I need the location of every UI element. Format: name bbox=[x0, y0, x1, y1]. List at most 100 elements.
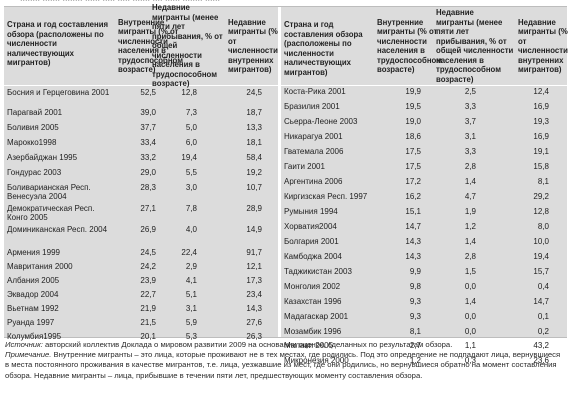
recent-share-cell: 43,2 bbox=[533, 341, 549, 350]
internal-migrants-cell: 19,9 bbox=[405, 87, 421, 96]
recent-share-cell: 15,7 bbox=[533, 267, 549, 276]
recent-migrants-cell: 2,5 bbox=[464, 87, 476, 96]
internal-migrants-cell: 33,2 bbox=[140, 153, 156, 162]
country-cell: Албания 2005 bbox=[7, 276, 60, 285]
recent-migrants-cell: 1,5 bbox=[464, 267, 476, 276]
internal-migrants-cell: 19,0 bbox=[405, 117, 421, 126]
internal-migrants-cell: 9,3 bbox=[409, 312, 421, 321]
internal-migrants-cell: 14,3 bbox=[405, 237, 421, 246]
country-cell: Камбоджа 2004 bbox=[284, 252, 342, 261]
country-cell: Аргентина 2006 bbox=[284, 177, 343, 186]
recent-share-cell: 14,9 bbox=[246, 225, 262, 234]
panel-divider bbox=[278, 7, 281, 337]
recent-migrants-cell: 5,0 bbox=[185, 123, 197, 132]
internal-migrants-cell: 15,1 bbox=[405, 207, 421, 216]
country-cell: Болгария 2001 bbox=[284, 237, 339, 246]
header-country: Страна и год составления обзора (располо… bbox=[7, 20, 109, 67]
country-cell: Азербайджан 1995 bbox=[7, 153, 78, 162]
recent-share-cell: 0,4 bbox=[537, 282, 549, 291]
internal-migrants-cell: 23,9 bbox=[140, 276, 156, 285]
internal-migrants-cell: 14,3 bbox=[405, 252, 421, 261]
internal-migrants-cell: 27,1 bbox=[140, 204, 156, 213]
country-cell: Монголия 2002 bbox=[284, 282, 341, 291]
header-internal-migrants: Внутренние мигранты (% от численности на… bbox=[118, 17, 183, 75]
recent-share-cell: 24,5 bbox=[246, 88, 262, 97]
internal-migrants-cell: 19,5 bbox=[405, 102, 421, 111]
country-cell: Сьерра-Леоне 2003 bbox=[284, 117, 358, 126]
recent-migrants-cell: 1,4 bbox=[464, 297, 476, 306]
country-cell: Таджикистан 2003 bbox=[284, 267, 352, 276]
country-cell: Босния и Герцеговина 2001 bbox=[7, 88, 110, 97]
internal-migrants-cell: 52,5 bbox=[140, 88, 156, 97]
country-cell: Демократическая Респ. Конго 2005 bbox=[7, 204, 95, 223]
table-body-left: Босния и Герцеговина 2001 52,5 12,8 24,5 Пар… bbox=[4, 86, 278, 341]
internal-migrants-cell: 17,5 bbox=[405, 147, 421, 156]
recent-share-cell: 18,1 bbox=[246, 138, 262, 147]
definition-note: Примечание. Внутренние мигранты – это ли… bbox=[5, 350, 565, 381]
recent-share-cell: 8,1 bbox=[537, 177, 549, 186]
country-cell: Хорватия2004 bbox=[284, 222, 337, 231]
internal-migrants-cell: 9,8 bbox=[409, 282, 421, 291]
recent-migrants-cell: 3,7 bbox=[464, 117, 476, 126]
recent-migrants-cell: 12,8 bbox=[181, 88, 197, 97]
recent-migrants-cell: 22,4 bbox=[181, 248, 197, 257]
recent-share-cell: 58,4 bbox=[246, 153, 262, 162]
recent-share-cell: 0,2 bbox=[537, 327, 549, 336]
header-recent-migrants: Недавние мигранты (менее пяти лет прибыв… bbox=[436, 8, 514, 84]
country-cell: Вьетнам 1992 bbox=[7, 304, 59, 313]
country-cell: Парагвай 2001 bbox=[7, 108, 63, 117]
note-label: Примечание. bbox=[5, 350, 52, 360]
recent-share-cell: 18,7 bbox=[246, 108, 262, 117]
internal-migrants-cell: 18,6 bbox=[405, 132, 421, 141]
recent-share-cell: 15,8 bbox=[533, 162, 549, 171]
recent-share-cell: 10,0 bbox=[533, 237, 549, 246]
internal-migrants-cell: 9,3 bbox=[409, 297, 421, 306]
recent-migrants-cell: 3,3 bbox=[464, 147, 476, 156]
country-cell: Гондурас 2003 bbox=[7, 168, 62, 177]
internal-migrants-cell: 20,1 bbox=[140, 332, 156, 341]
country-cell: Мадагаскар 2001 bbox=[284, 312, 349, 321]
internal-migrants-cell: 29,0 bbox=[140, 168, 156, 177]
country-cell: Коста-Рика 2001 bbox=[284, 87, 346, 96]
recent-share-cell: 19,1 bbox=[533, 147, 549, 156]
internal-migrants-cell: 8,1 bbox=[409, 327, 421, 336]
internal-migrants-cell: 21,9 bbox=[140, 304, 156, 313]
recent-migrants-cell: 6,0 bbox=[185, 138, 197, 147]
cut-off-title-text: ........ ....... ........ ...... ..... .… bbox=[20, 0, 220, 3]
recent-share-cell: 23,4 bbox=[246, 290, 262, 299]
internal-migrants-cell: 1,2 bbox=[409, 356, 421, 365]
recent-migrants-cell: 3,3 bbox=[464, 102, 476, 111]
country-cell: Мозамбик 1996 bbox=[284, 327, 342, 336]
internal-migrants-cell: 17,2 bbox=[405, 177, 421, 186]
table-header-left: Страна и год составления обзора (располо… bbox=[4, 3, 278, 88]
internal-migrants-cell: 26,9 bbox=[140, 225, 156, 234]
recent-migrants-cell: 1,4 bbox=[464, 237, 476, 246]
recent-share-cell: 12,4 bbox=[533, 87, 549, 96]
recent-share-cell: 13,3 bbox=[246, 123, 262, 132]
country-cell: Малави 2005 bbox=[284, 341, 334, 350]
recent-share-cell: 29,2 bbox=[533, 192, 549, 201]
header-internal-migrants: Внутренние мигранты (% от численности на… bbox=[377, 17, 442, 75]
country-cell: Марокко1998 bbox=[7, 138, 57, 147]
recent-migrants-cell: 7,8 bbox=[185, 204, 197, 213]
table-body-right: Коста-Рика 2001 19,9 2,5 12,4 Бразилия 2001 1… bbox=[281, 86, 567, 365]
recent-share-cell: 14,3 bbox=[246, 304, 262, 313]
recent-migrants-cell: 1,4 bbox=[464, 177, 476, 186]
recent-share-cell: 12,1 bbox=[246, 262, 262, 271]
recent-migrants-cell: 0,0 bbox=[464, 282, 476, 291]
country-cell: Румыния 1994 bbox=[284, 207, 338, 216]
source-note: Источник: авторский коллектив Доклада о … bbox=[5, 340, 565, 350]
recent-share-cell: 23,6 bbox=[533, 356, 549, 365]
header-country: Страна и год составления обзора (располо… bbox=[284, 20, 363, 77]
country-cell: Мавритания 2000 bbox=[7, 262, 73, 271]
recent-migrants-cell: 2,8 bbox=[464, 162, 476, 171]
source-label: Источник: bbox=[5, 340, 43, 349]
internal-migrants-cell: 2,7 bbox=[409, 341, 421, 350]
recent-share-cell: 10,7 bbox=[246, 183, 262, 192]
country-cell: Колумбия1995 bbox=[7, 332, 62, 341]
country-cell: Казахстан 1996 bbox=[284, 297, 342, 306]
country-cell: Бразилия 2001 bbox=[284, 102, 340, 111]
recent-share-cell: 19,3 bbox=[533, 117, 549, 126]
internal-migrants-cell: 24,2 bbox=[140, 262, 156, 271]
internal-migrants-cell: 28,3 bbox=[140, 183, 156, 192]
